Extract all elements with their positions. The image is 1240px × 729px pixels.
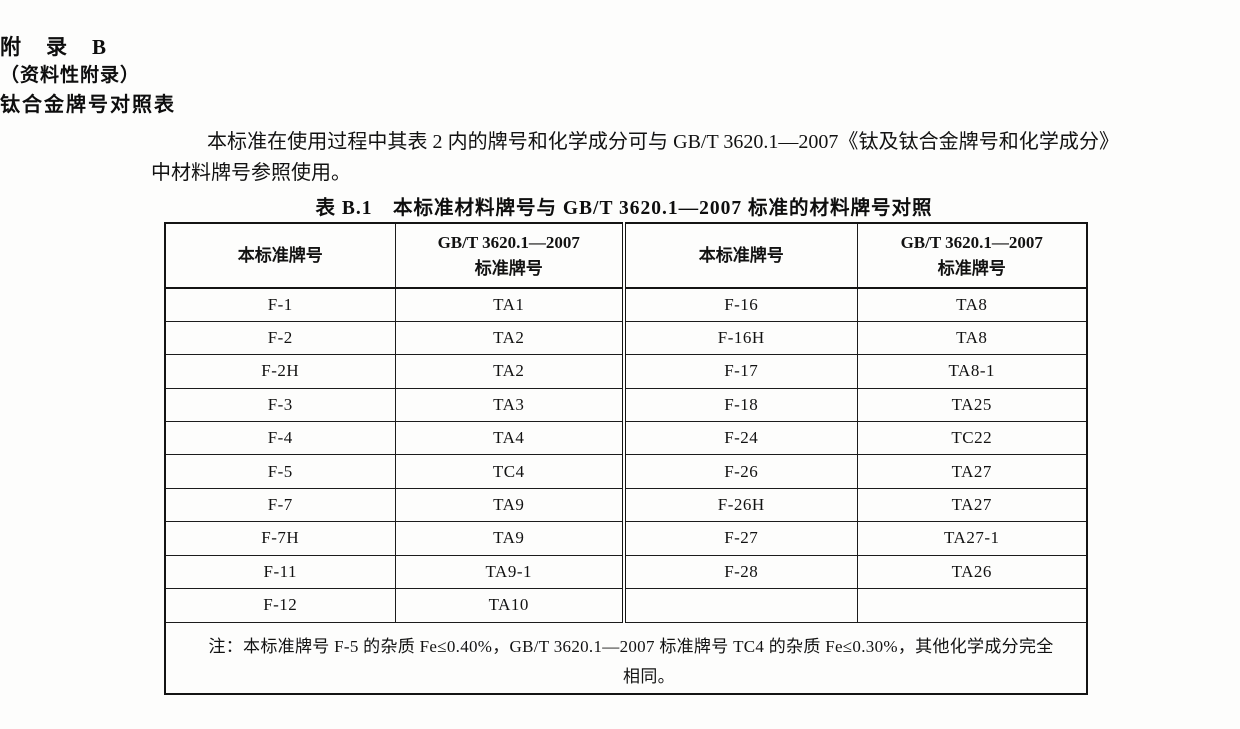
grade-cell: F-28 xyxy=(622,554,858,590)
table-row: F-3 TA3 F-18 TA25 xyxy=(164,387,1088,423)
grade-cell: TA26 xyxy=(856,554,1088,590)
grade-cell: TA8-1 xyxy=(856,354,1088,389)
grade-cell xyxy=(856,588,1088,623)
table-caption: 表 B.1 本标准材料牌号与 GB/T 3620.1—2007 标准的材料牌号对… xyxy=(315,198,933,219)
grade-cell: TA1 xyxy=(394,287,625,322)
appendix-type-subtitle: （资料性附录） xyxy=(0,65,141,86)
grade-cell: TA2 xyxy=(394,354,625,389)
table-row: F-7 TA9 F-26H TA27 xyxy=(164,487,1088,523)
grade-cell: TA27 xyxy=(856,454,1088,489)
grade-cell: TA3 xyxy=(394,387,625,423)
grade-cell: F-26 xyxy=(622,454,858,489)
table-row: F-1 TA1 F-16 TA8 xyxy=(164,287,1088,322)
intro-paragraph: 本标准在使用过程中其表 2 内的牌号和化学成分可与 GB/T 3620.1—20… xyxy=(151,131,1109,184)
appendix-title: 附 录 B xyxy=(0,35,109,59)
grade-cell: TA27-1 xyxy=(856,521,1088,556)
table-row: F-12 TA10 xyxy=(164,588,1088,623)
grade-cell: F-5 xyxy=(164,454,396,489)
column-header-gbt-grade-right: GB/T 3620.1—2007 标准牌号 xyxy=(856,222,1088,289)
grade-cell: F-3 xyxy=(164,387,396,423)
table-note: 注：本标准牌号 F-5 的杂质 Fe≤0.40%，GB/T 3620.1—200… xyxy=(164,621,1088,695)
grade-cell: TA8 xyxy=(856,287,1088,322)
grade-cell: TA9 xyxy=(394,521,625,556)
grade-cell: F-2 xyxy=(164,320,396,356)
grade-cell: TA10 xyxy=(394,588,625,623)
header-line-gbt-number: GB/T 3620.1—2007 xyxy=(900,232,1043,252)
table-row: F-11 TA9-1 F-28 TA26 xyxy=(164,554,1088,590)
note-row: 注：本标准牌号 F-5 的杂质 Fe≤0.40%，GB/T 3620.1—200… xyxy=(164,621,1088,695)
grade-cell: F-12 xyxy=(164,588,396,623)
column-header-gbt-grade-left: GB/T 3620.1—2007 标准牌号 xyxy=(394,222,625,289)
header-line-gbt-label: 标准牌号 xyxy=(474,258,543,278)
grade-cell: F-27 xyxy=(622,521,858,556)
table-row: F-2H TA2 F-17 TA8-1 xyxy=(164,354,1088,389)
grade-comparison-table: 本标准牌号 GB/T 3620.1—2007 标准牌号 本标准牌号 GB/T 3… xyxy=(164,222,1088,695)
grade-cell: F-17 xyxy=(622,354,858,389)
grade-cell: TA4 xyxy=(394,421,625,456)
table-row: F-2 TA2 F-16H TA8 xyxy=(164,320,1088,356)
table-row: F-4 TA4 F-24 TC22 xyxy=(164,421,1088,456)
grade-cell: F-26H xyxy=(622,487,858,523)
grade-cell: F-1 xyxy=(164,287,396,322)
grade-cell: F-7H xyxy=(164,521,396,556)
column-header-standard-grade-right: 本标准牌号 xyxy=(622,222,858,289)
grade-cell: TA27 xyxy=(856,487,1088,523)
header-row: 本标准牌号 GB/T 3620.1—2007 标准牌号 本标准牌号 GB/T 3… xyxy=(164,222,1088,289)
appendix-heading: 钛合金牌号对照表 xyxy=(0,94,176,116)
grade-cell: F-16H xyxy=(622,320,858,356)
grade-cell: TC4 xyxy=(394,454,625,489)
grade-cell: TA9-1 xyxy=(394,554,625,590)
grade-cell: F-2H xyxy=(164,354,396,389)
grade-cell: F-16 xyxy=(622,287,858,322)
grade-cell: F-18 xyxy=(622,387,858,423)
grade-cell: F-24 xyxy=(622,421,858,456)
grade-cell: F-7 xyxy=(164,487,396,523)
grade-cell: F-4 xyxy=(164,421,396,456)
table-row: F-5 TC4 F-26 TA27 xyxy=(164,454,1088,489)
grade-cell: TA8 xyxy=(856,320,1088,356)
column-header-standard-grade-left: 本标准牌号 xyxy=(164,222,396,289)
grade-cell: TA9 xyxy=(394,487,625,523)
table-row: F-7H TA9 F-27 TA27-1 xyxy=(164,521,1088,556)
grade-cell: TC22 xyxy=(856,421,1088,456)
grade-cell: TA2 xyxy=(394,320,625,356)
header-line-gbt-number: GB/T 3620.1—2007 xyxy=(437,232,580,252)
grade-cell xyxy=(622,588,858,623)
header-line-gbt-label: 标准牌号 xyxy=(937,258,1006,278)
grade-cell: F-11 xyxy=(164,554,396,590)
grade-cell: TA25 xyxy=(856,387,1088,423)
